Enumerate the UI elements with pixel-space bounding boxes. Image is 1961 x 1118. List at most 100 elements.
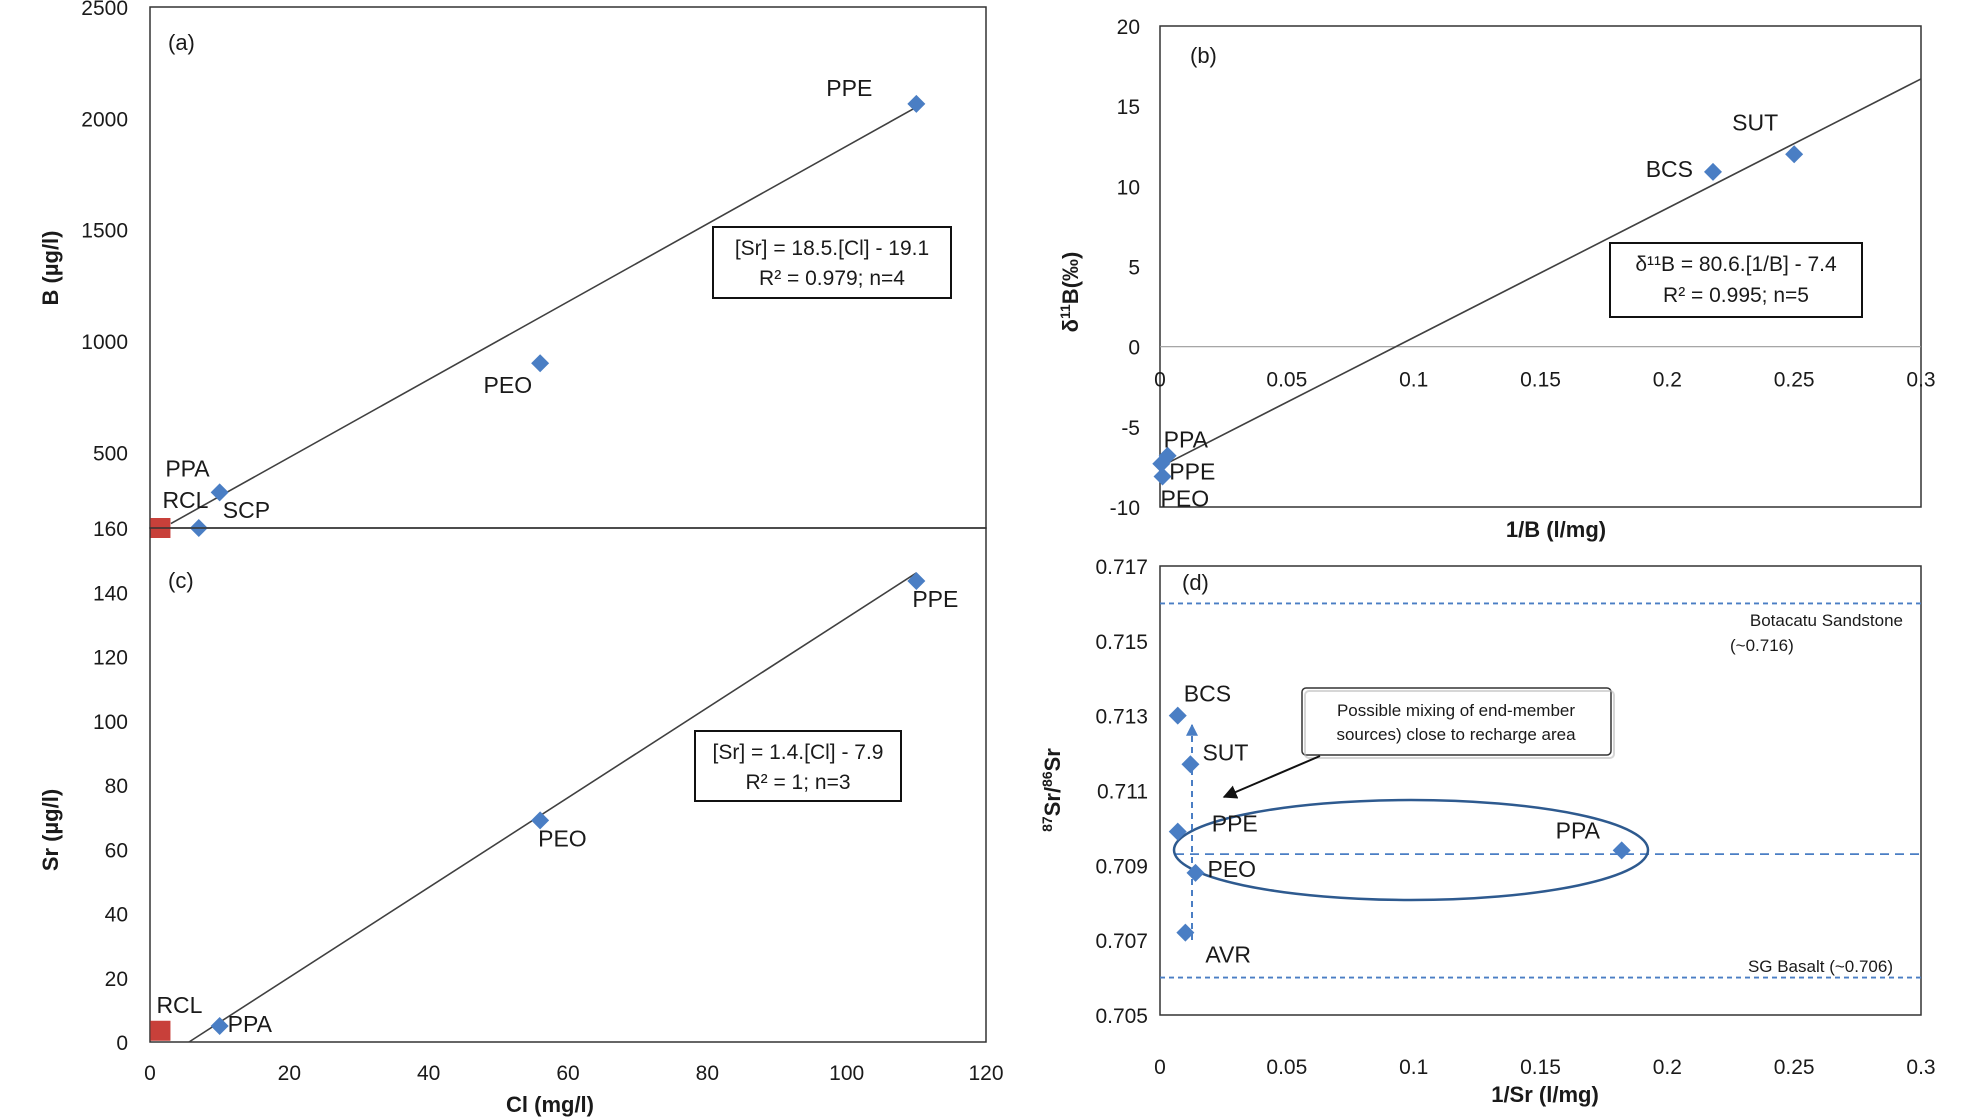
panel-c-equation-line2: R² = 1; n=3 [745,771,850,794]
y-tick-label: 10 [1117,176,1140,199]
panel-d-ref-botucatu-value: (~0.716) [1730,636,1794,655]
y-tick-label: 80 [105,775,128,798]
x-tick-label: 0 [1154,1056,1166,1079]
x-tick-label: 0.3 [1906,1056,1935,1079]
panel-a-yticks: 160 500 1000 1500 2000 2500 [81,0,128,541]
data-point-diamond [1153,467,1172,486]
x-tick-label: 0 [144,1062,156,1085]
y-tick-label: 0.705 [1095,1005,1148,1028]
y-tick-label: 0.717 [1095,556,1148,579]
point-label: PPE [1169,459,1215,485]
panel-d-xticks: 0 0.05 0.1 0.15 0.2 0.25 0.3 [1154,1056,1935,1079]
point-label: SCP [223,497,270,523]
data-point-diamond [1785,145,1804,164]
panel-c-yticks: 0 20 40 60 80 100 120 140 [93,582,128,1055]
y-tick-label: 15 [1117,96,1140,119]
x-tick-label: 100 [829,1062,864,1085]
point-label: PEO [1208,856,1257,882]
point-label: SUT [1202,739,1248,765]
y-tick-label: 60 [105,839,128,862]
panel-b-xticks: 0 0.05 0.1 0.15 0.2 0.25 0.3 [1154,369,1935,392]
panel-a-equation-box: [Sr] = 18.5.[Cl] - 19.1 R² = 0.979; n=4 [712,226,952,299]
panel-c-marks: PPE PEO PPA RCL [150,572,958,1043]
point-label: PEO [538,825,587,851]
data-point-diamond [531,354,550,373]
x-tick-label: 0.2 [1653,1056,1682,1079]
data-point-diamond [1168,822,1187,841]
point-label: PEO [484,372,533,398]
y-tick-label: 20 [1117,16,1140,39]
y-tick-label: 40 [105,904,128,927]
y-tick-label: -5 [1121,417,1140,440]
panel-c-frame [149,527,987,1043]
y-tick-label: 1500 [81,220,128,243]
y-tick-label: -10 [1110,497,1140,520]
x-tick-label: 80 [696,1062,719,1085]
point-label: PPE [1212,811,1258,837]
panel-d-reference-lines [1160,602,1921,979]
y-tick-label: 0 [1128,337,1140,360]
data-point-square [150,1020,171,1041]
panel-c-equation-box: [Sr] = 1.4.[Cl] - 7.9 R² = 1; n=3 [694,730,902,802]
point-label: PPA [165,455,210,481]
panel-d-tag: (d) [1182,570,1209,595]
panel-a-equation-line2: R² = 0.979; n=4 [759,267,905,290]
y-tick-label: 0.713 [1095,706,1148,729]
data-point-diamond [907,94,926,113]
panel-b-xlabel: 1/B (l/mg) [1506,517,1606,542]
point-label: PPE [826,75,872,101]
panel-d-cluster-ellipse [1172,798,1650,902]
x-tick-label: 120 [968,1062,1003,1085]
point-label: BCS [1646,156,1693,182]
trend-line [170,106,917,525]
y-tick-label: 0.711 [1097,781,1148,804]
panel-c-ylabel: Sr (µg/l) [38,789,63,871]
panel-c-tag: (c) [168,568,194,593]
point-label: SUT [1732,109,1778,135]
panel-d-annotation-line1: Possible mixing of end-member [1337,701,1575,720]
data-point-diamond [1152,454,1171,473]
trend-line [188,572,917,1043]
y-tick-label: 2500 [81,0,128,20]
y-tick-label: 0.715 [1095,631,1148,654]
point-label: BCS [1184,681,1231,707]
panel-a-equation-line1: [Sr] = 18.5.[Cl] - 19.1 [735,237,929,260]
panel-d-ylabel: 87Sr/86Sr [1039,748,1065,832]
point-label: RCL [156,992,202,1018]
panel-a-marks: PPE PEO PPA SCP RCL [150,75,926,538]
data-point-diamond [1176,923,1195,942]
panel-b-frame [1159,25,1922,508]
y-tick-label: 20 [105,968,128,991]
y-tick-label: 2000 [81,108,128,131]
data-point-diamond [907,572,926,591]
x-tick-label: 0.1 [1399,1056,1428,1079]
x-tick-label: 20 [278,1062,301,1085]
y-tick-label: 120 [93,647,128,670]
x-tick-label: 0.2 [1653,369,1682,392]
data-point-diamond [1703,162,1722,181]
panel-b-equation-line1: δ¹¹B = 80.6.[1/B] - 7.4 [1635,253,1837,276]
panel-d-ref-basalt-label: SG Basalt (~0.706) [1748,957,1893,976]
x-tick-label: 40 [417,1062,440,1085]
point-label: PEO [1161,486,1210,512]
x-tick-label: 0.15 [1520,1056,1561,1079]
point-label: PPA [1556,817,1601,843]
y-tick-label: 0 [116,1032,128,1055]
x-tick-label: 0.3 [1906,369,1935,392]
panel-a-tag: (a) [168,30,195,55]
x-tick-label: 0.05 [1266,1056,1307,1079]
panel-c: (c) Sr (µg/l) Cl (mg/l) 0 20 40 60 80 100 120 1… [38,527,1004,1117]
y-tick-label: 160 [93,518,128,541]
x-tick-label: 0.25 [1774,1056,1815,1079]
x-tick-label: 0.15 [1520,369,1561,392]
panel-a-ylabel: B (µg/l) [38,231,63,306]
data-point-diamond [210,1016,229,1035]
data-point-diamond [1186,863,1205,882]
data-point-diamond [1181,755,1200,774]
data-point-diamond [1612,841,1631,860]
panel-d: (d) 87Sr/86Sr 1/Sr (l/mg) 0.7050.7070.70… [1039,556,1936,1107]
point-label: PPA [228,1011,273,1037]
panel-b-ylabel: δ11B(‰) [1057,252,1083,333]
x-tick-label: 0.05 [1266,369,1307,392]
